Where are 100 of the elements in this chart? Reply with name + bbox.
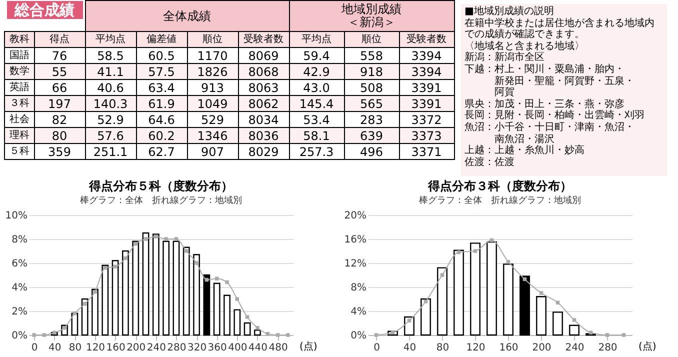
text: 全体成績 — [85, 0, 289, 32]
data-label: 61.9 — [136, 96, 187, 112]
x-tick-label: 平均点 — [85, 32, 136, 48]
data-label: 1170 — [187, 48, 238, 64]
x-tick-label: 280 — [167, 342, 186, 354]
text: 長岡：見附・長岡・柏崎・出雲崎・刈羽 — [464, 110, 644, 122]
text: 上越：上越・糸魚川・妙高 — [464, 145, 584, 156]
data-label: 64.6 — [136, 112, 187, 128]
data-label: 639 — [344, 128, 399, 144]
data-label: 907 — [187, 144, 238, 160]
x-tick-label: 80 — [436, 342, 450, 354]
x-tick-label: 240 — [565, 342, 584, 354]
data-label: 257.3 — [289, 144, 344, 160]
y-axis-title: 教科 — [4, 32, 34, 48]
x-tick-label: 160 — [499, 342, 518, 354]
x-tick-label: 320 — [187, 342, 207, 354]
data-label: 62.7 — [136, 144, 187, 160]
data-label: 3373 — [399, 128, 454, 144]
x-axis-title: (点) — [638, 340, 656, 352]
x-tick-label: 360 — [208, 342, 227, 354]
y-tick-label: 6% — [12, 258, 28, 270]
data-label: 80 — [34, 128, 85, 144]
chart-title: 総合成績 — [6, 0, 82, 18]
data-label: 57.6 — [85, 128, 136, 144]
x-tick-label: 240 — [146, 342, 166, 354]
data-label: 76 — [34, 48, 85, 64]
data-label: 251.1 — [85, 144, 136, 160]
text: 新発田・聖籠・阿賀野・五泉・ — [494, 76, 634, 87]
text: 在籍中学校または居住地が含まれる地域内 — [464, 18, 654, 29]
data-label: 8036 — [238, 128, 289, 144]
data-label: 140.3 — [85, 96, 136, 112]
text: 阿賀 — [494, 87, 514, 98]
x-tick-label: 偏差値 — [136, 32, 187, 48]
data-label: 8034 — [238, 112, 289, 128]
y-tick-label: 社会 — [4, 112, 34, 128]
data-label: 1346 — [187, 128, 238, 144]
data-label: 3391 — [399, 80, 454, 96]
text: 地域別成績 — [340, 2, 402, 16]
data-label: 558 — [344, 48, 399, 64]
text: 魚沼：小千谷・十日町・津南・魚沼・ — [464, 122, 634, 133]
x-tick-label: 440 — [248, 342, 268, 354]
y-tick-label: 2% — [12, 306, 28, 318]
y-tick-label: ５科 — [4, 144, 34, 160]
data-label: 359 — [34, 144, 85, 160]
data-label: 41.1 — [85, 64, 136, 80]
data-label: 197 — [34, 96, 85, 112]
x-tick-label: 400 — [228, 342, 248, 354]
text: 佐渡：佐渡 — [464, 156, 514, 168]
data-label: 565 — [344, 96, 399, 112]
x-tick-label: 0 — [374, 342, 380, 354]
data-label: 52.9 — [85, 112, 136, 128]
data-label: 60.5 — [136, 48, 187, 64]
y-tick-label: 8% — [350, 282, 366, 294]
data-label: 58.1 — [289, 128, 344, 144]
x-tick-label: 受験者数 — [238, 32, 289, 48]
y-tick-label: 理科 — [4, 128, 34, 144]
data-label: 529 — [187, 112, 238, 128]
chart-subtitle: 棒グラフ：全体 折れ線グラフ：地域別 — [80, 195, 242, 206]
data-label: 43.0 — [289, 80, 344, 96]
y-tick-label: 4% — [12, 282, 28, 294]
x-tick-label: 120 — [86, 342, 106, 354]
data-label: 8029 — [238, 144, 289, 160]
data-label: 3371 — [399, 144, 454, 160]
data-label: 3394 — [399, 64, 454, 80]
x-tick-label: 受験者数 — [399, 32, 454, 48]
y-tick-label: 16% — [344, 234, 366, 246]
data-label: 8063 — [238, 80, 289, 96]
text: 〈地域名と含まれる地域〉 — [464, 40, 584, 52]
text: 南魚沼・湯沢 — [494, 134, 554, 145]
data-label: 918 — [344, 64, 399, 80]
x-tick-label: 40 — [48, 342, 62, 354]
chart-title: 得点分布３科（度数分布） — [427, 179, 572, 193]
x-tick-label: 順位 — [344, 32, 399, 48]
x-tick-label: 0 — [31, 342, 38, 354]
y-tick-label: 8% — [12, 234, 28, 246]
x-tick-label: 得点 — [34, 32, 85, 48]
x-tick-label: 160 — [106, 342, 126, 354]
data-label: 82 — [34, 112, 85, 128]
data-label: 42.9 — [289, 64, 344, 80]
y-tick-label: 0% — [350, 330, 366, 342]
x-tick-label: 280 — [598, 342, 618, 354]
x-tick-label: 80 — [68, 342, 82, 354]
data-label: 496 — [344, 144, 399, 160]
x-axis-title: (点) — [300, 340, 318, 352]
data-label: 66 — [34, 80, 85, 96]
text: ■地域別成績の説明 — [464, 6, 554, 17]
x-tick-label: 平均点 — [289, 32, 344, 48]
chart-title: 得点分布５科（度数分布） — [88, 179, 233, 193]
x-tick-label: 120 — [466, 342, 486, 354]
text: 下越：村上・関川・粟島浦・胎内・ — [464, 64, 624, 75]
data-label: 63.4 — [136, 80, 187, 96]
data-label: 8062 — [238, 96, 289, 112]
text: 新潟：新潟市全区 — [464, 52, 544, 64]
data-label: 3391 — [399, 96, 454, 112]
y-tick-label: 英語 — [4, 80, 34, 96]
y-tick-label: 10% — [5, 210, 28, 222]
data-label: 3394 — [399, 48, 454, 64]
data-label: 40.6 — [85, 80, 136, 96]
data-label: 8068 — [238, 64, 289, 80]
x-tick-label: 200 — [126, 342, 146, 354]
